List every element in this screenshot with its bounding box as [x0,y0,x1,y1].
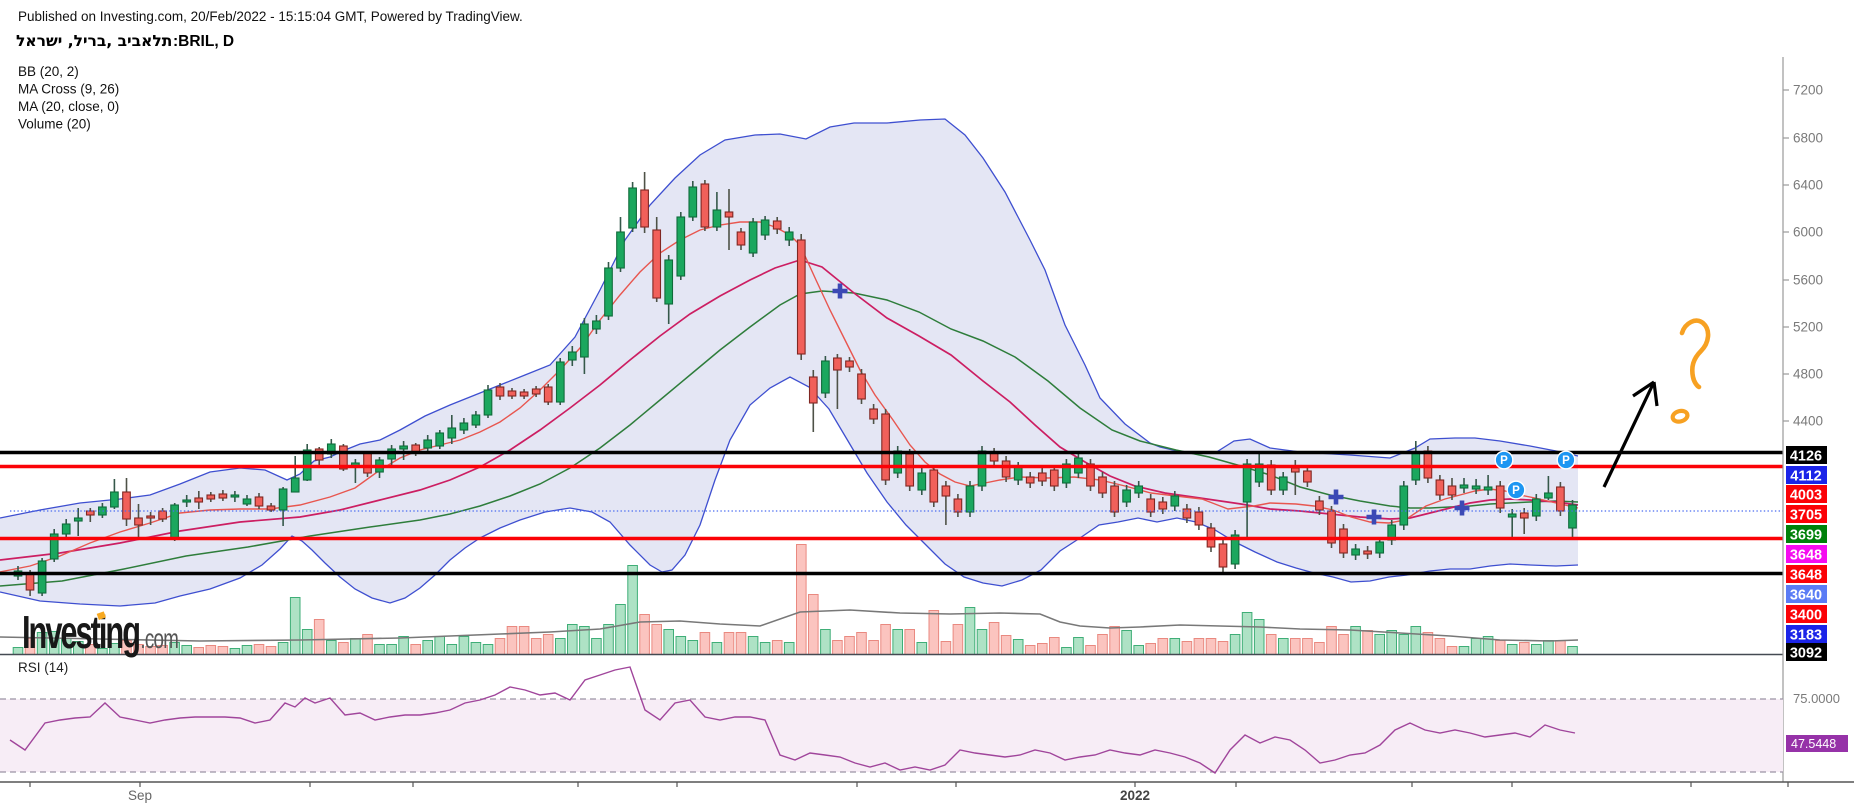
svg-text::BRIL, D: :BRIL, D [173,33,234,50]
svg-text:Published on Investing.com, 20: Published on Investing.com, 20/Feb/2022 … [18,9,523,24]
svg-text:47.5448: 47.5448 [1791,737,1836,751]
svg-text:RSI (14): RSI (14) [18,660,68,675]
svg-text:3640: 3640 [1790,588,1822,604]
svg-text:Volume (20): Volume (20) [18,117,91,132]
svg-text:6400: 6400 [1793,178,1823,193]
svg-text:6000: 6000 [1793,225,1823,240]
svg-text:3400: 3400 [1790,608,1822,624]
svg-text:3648: 3648 [1790,568,1822,584]
svg-text:3183: 3183 [1790,628,1822,644]
svg-text:3648: 3648 [1790,548,1822,564]
svg-text:MA Cross (9, 26): MA Cross (9, 26) [18,82,119,97]
svg-text:P: P [1500,455,1508,467]
svg-text:7200: 7200 [1793,83,1823,98]
svg-text:4126: 4126 [1790,449,1822,465]
svg-text:P: P [1512,485,1520,497]
svg-text:3092: 3092 [1790,646,1822,662]
svg-text:4112: 4112 [1790,469,1821,485]
svg-text:5200: 5200 [1793,320,1823,335]
svg-text:5600: 5600 [1793,273,1823,288]
svg-text:6800: 6800 [1793,131,1823,146]
svg-text:4400: 4400 [1793,414,1823,429]
svg-text:P: P [1562,455,1570,467]
svg-text:3699: 3699 [1790,528,1822,544]
svg-text:BB (20, 2): BB (20, 2) [18,64,79,79]
svg-text:Sep: Sep [128,788,152,803]
svg-text:3705: 3705 [1790,508,1822,524]
svg-text:75.0000: 75.0000 [1793,691,1840,706]
svg-text:2022: 2022 [1120,788,1150,803]
svg-text:4003: 4003 [1790,488,1822,504]
svg-text:MA (20, close, 0): MA (20, close, 0) [18,99,119,114]
svg-text:4800: 4800 [1793,367,1823,382]
